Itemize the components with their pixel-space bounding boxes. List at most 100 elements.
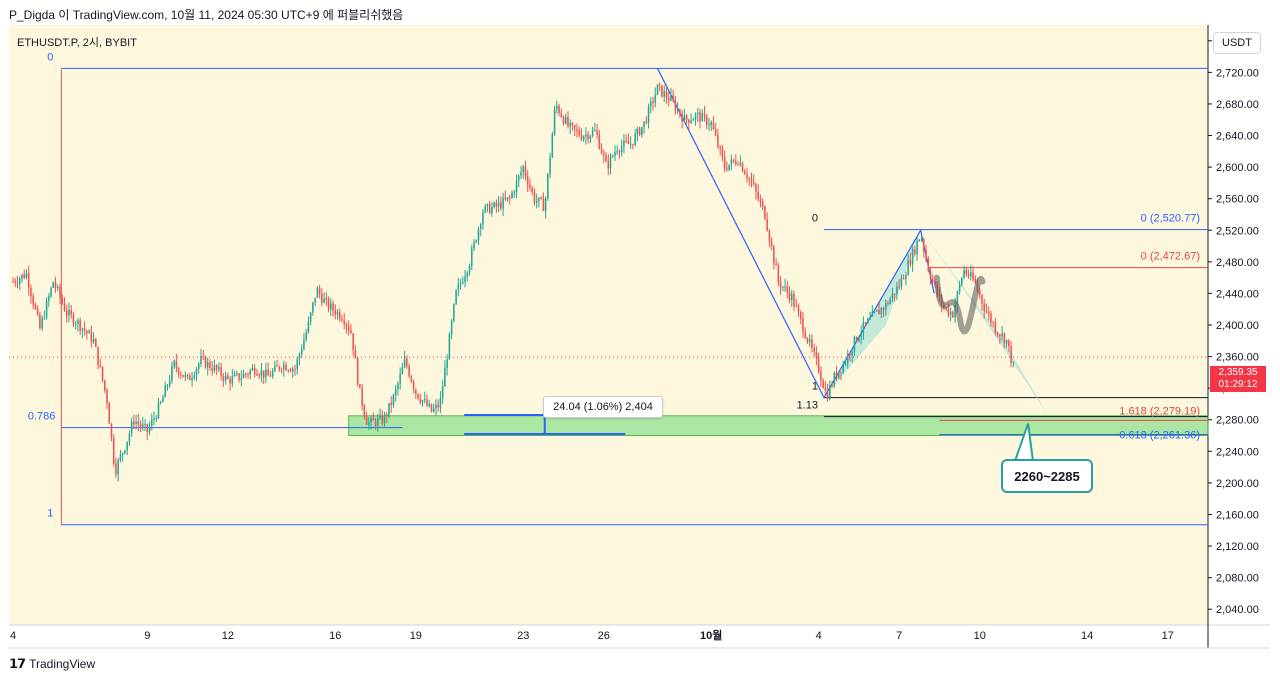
candle-body <box>925 250 927 259</box>
candle-body <box>97 347 99 366</box>
candle-body <box>741 162 744 172</box>
candle-body <box>218 367 220 370</box>
candle-body <box>598 134 601 149</box>
candle-body <box>764 206 766 220</box>
candle-body <box>287 370 290 372</box>
candle-body <box>500 202 502 209</box>
candle-body <box>900 278 903 288</box>
candle-body <box>697 112 699 115</box>
candle-body <box>27 273 30 288</box>
candle-body <box>634 133 636 145</box>
candle-body <box>560 113 563 117</box>
candle-body <box>274 365 276 371</box>
candle-body <box>314 297 316 303</box>
time-tick-label: 14 <box>1081 630 1093 642</box>
candle-body <box>983 303 986 312</box>
candle-body <box>603 153 605 156</box>
candle-body <box>462 282 464 284</box>
candle-body <box>415 389 417 394</box>
candle-body <box>81 328 84 331</box>
fib-label-1618: 1.618 (2,279.19) <box>1119 405 1200 417</box>
candle-body <box>206 361 209 368</box>
candle-body <box>332 303 334 311</box>
measure-label[interactable]: 24.04 (1.06%) 2,404 <box>543 396 663 418</box>
candle-body <box>893 293 896 295</box>
candle-body <box>446 359 448 368</box>
candle-body <box>674 100 677 111</box>
candle-body <box>531 187 533 193</box>
candle-body <box>829 385 831 400</box>
candle-body <box>54 282 57 288</box>
candle-body <box>880 308 883 315</box>
candle-body <box>956 291 959 305</box>
fib-label-0618: 0.618 (2,261.36) <box>1119 429 1200 441</box>
candle-body <box>869 316 871 319</box>
time-tick-label: 10월 <box>700 628 722 642</box>
candle-body <box>795 306 798 308</box>
candle-body <box>347 326 350 331</box>
candle-body <box>412 381 415 390</box>
candle-body <box>851 351 853 356</box>
candle-body <box>211 368 213 371</box>
candle-body <box>153 418 155 420</box>
candle-body <box>578 130 580 136</box>
candle-body <box>714 129 717 136</box>
candle-body <box>466 272 469 277</box>
candle-body <box>929 270 932 280</box>
candle-body <box>72 314 75 325</box>
time-tick-label: 16 <box>329 630 341 642</box>
price-tick-label: 2,480.00 <box>1216 257 1259 269</box>
candle-body <box>231 376 234 384</box>
candle-body <box>276 365 278 367</box>
candle-body <box>569 123 572 127</box>
candle-body <box>372 417 375 421</box>
candle-body <box>359 384 361 389</box>
candle-body <box>862 322 865 333</box>
candle-body <box>401 367 404 375</box>
candle-body <box>283 364 285 370</box>
candle-body <box>692 119 695 121</box>
candle-body <box>661 85 663 97</box>
time-tick-label: 4 <box>816 630 822 642</box>
target-zone-box <box>348 415 1209 437</box>
candle-body <box>808 339 811 342</box>
candle-body <box>41 318 43 329</box>
candle-body <box>658 84 661 86</box>
currency-button[interactable]: USDT <box>1213 32 1261 54</box>
candle-body <box>204 356 207 368</box>
candle-body <box>1005 339 1008 344</box>
candle-body <box>294 368 296 370</box>
candle-body <box>83 328 86 331</box>
candle-body <box>410 376 413 382</box>
candle-body <box>144 424 146 426</box>
candle-body <box>300 349 303 355</box>
candle-body <box>1008 339 1010 347</box>
target-zone-callout[interactable]: 2260~2285 <box>1001 459 1093 493</box>
candle-body <box>397 383 399 390</box>
candle-body <box>482 212 484 225</box>
candle-body <box>99 365 102 367</box>
candle-body <box>757 191 759 200</box>
candle-body <box>280 369 283 371</box>
candle-body <box>916 241 918 254</box>
candle-body <box>506 197 509 200</box>
candle-body <box>620 146 623 153</box>
candle-body <box>835 372 838 378</box>
candle-body <box>227 375 229 380</box>
candle-body <box>963 269 965 278</box>
candle-body <box>650 101 652 107</box>
candle-body <box>773 246 775 264</box>
candle-body <box>589 135 592 140</box>
candle-body <box>473 241 475 249</box>
fib-left-label-0786: 0.786 <box>28 411 56 423</box>
candle-body <box>766 219 768 231</box>
candle-body <box>529 184 531 188</box>
candle-body <box>522 166 525 173</box>
candle-body <box>974 279 977 283</box>
symbol-label[interactable]: ETHUSDT.P, 2시, BYBIT <box>17 37 137 49</box>
candle-body <box>79 320 81 331</box>
candle-body <box>95 339 97 348</box>
candle-body <box>797 306 800 312</box>
candle-body <box>553 109 556 135</box>
